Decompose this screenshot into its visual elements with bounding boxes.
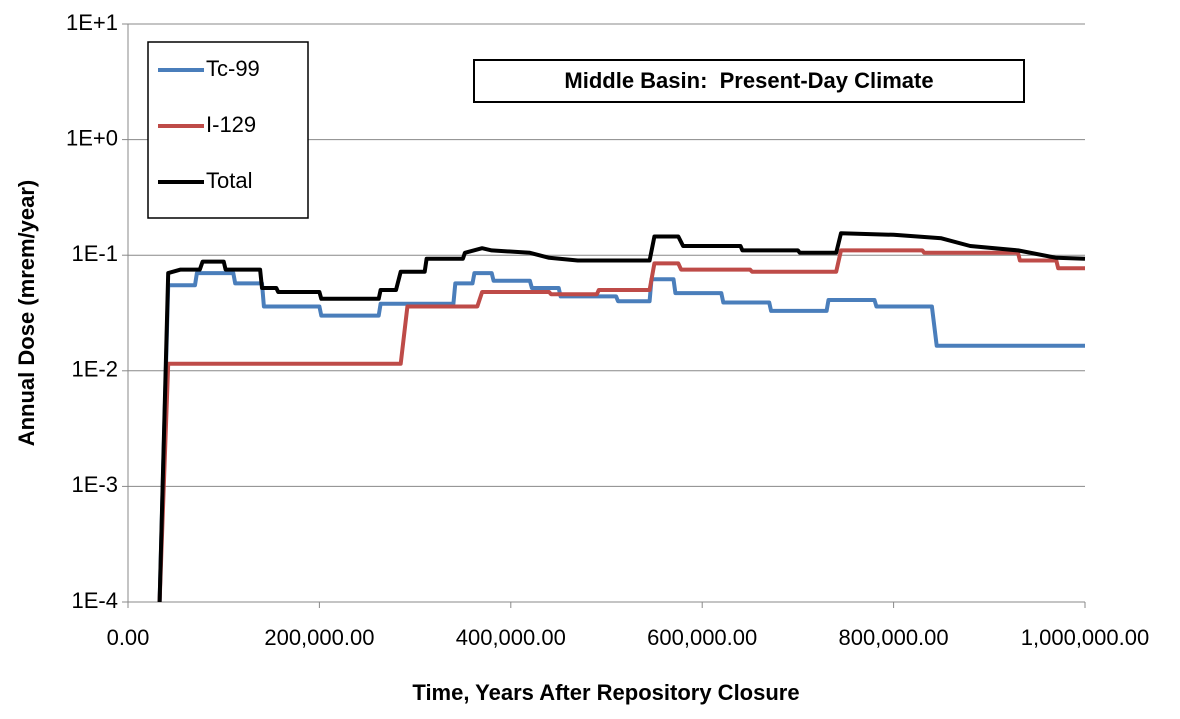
series-line <box>157 231 1086 603</box>
x-tick-label: 400,000.00 <box>456 625 566 650</box>
x-tick-label: 800,000.00 <box>839 625 949 650</box>
y-tick-label: 1E-3 <box>72 472 118 497</box>
x-axis-title: Time, Years After Repository Closure <box>412 680 799 705</box>
x-tick-label: 0.00 <box>107 625 150 650</box>
y-tick-label: 1E-1 <box>72 241 118 266</box>
annotation-box <box>473 59 1025 103</box>
legend-label: I-129 <box>206 112 256 137</box>
legend-label: Tc-99 <box>206 56 260 81</box>
series-line <box>157 248 1085 603</box>
y-tick-label: 1E-2 <box>72 357 118 382</box>
y-tick-label: 1E+1 <box>66 10 118 35</box>
x-tick-label: 200,000.00 <box>264 625 374 650</box>
legend-label: Total <box>206 168 252 193</box>
x-tick-label: 600,000.00 <box>647 625 757 650</box>
series-line <box>157 271 1085 603</box>
y-axis-title: Annual Dose (mrem/year) <box>14 180 39 447</box>
annotation: Middle Basin: Present-Day Climate <box>564 68 933 93</box>
y-tick-label: 1E+0 <box>66 125 118 150</box>
legend-box <box>147 41 309 219</box>
y-tick-label: 1E-4 <box>72 588 118 613</box>
x-tick-label: 1,000,000.00 <box>1021 625 1149 650</box>
